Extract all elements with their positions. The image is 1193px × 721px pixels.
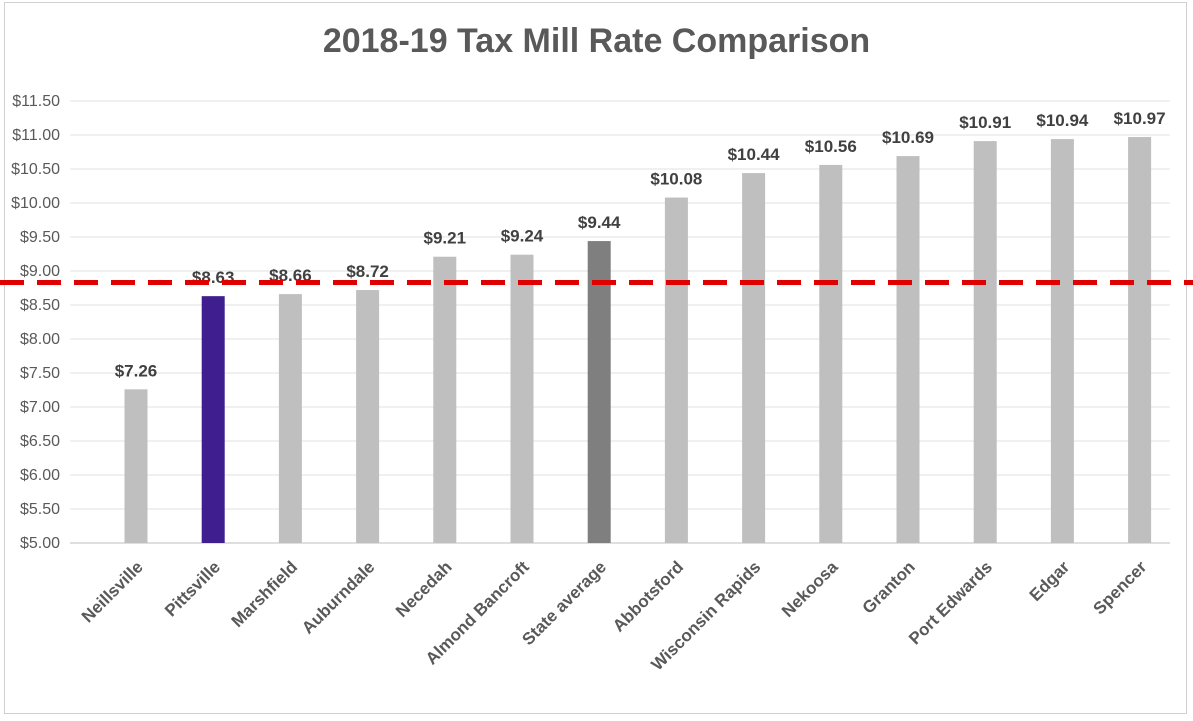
y-tick-label: $9.50 (20, 229, 60, 246)
x-category-label: Neillsville (78, 557, 147, 626)
data-label: $9.44 (578, 213, 621, 232)
bar (278, 294, 302, 543)
bar (664, 197, 688, 543)
data-label: $9.24 (501, 227, 544, 246)
data-label: $10.97 (1114, 109, 1166, 128)
x-category-label: Port Edwards (905, 557, 996, 648)
y-tick-label: $6.00 (20, 467, 60, 484)
data-label: $10.08 (650, 170, 702, 189)
data-label: $10.69 (882, 128, 934, 147)
bar (510, 254, 534, 543)
bar (356, 290, 380, 543)
y-tick-label: $8.00 (20, 331, 60, 348)
data-label: $8.72 (346, 262, 389, 281)
y-axis-ticks: $5.00 $5.50 $6.00 $6.50 $7.00 $7.50 $8.00 $8.50… (11, 93, 60, 552)
gridlines (70, 100, 1170, 544)
x-category-label: Pittsville (161, 557, 224, 620)
y-tick-label: $6.50 (20, 433, 60, 450)
bar (201, 296, 225, 543)
x-category-label: Edgar (1026, 557, 1074, 605)
data-label: $7.26 (115, 361, 158, 380)
chart-title: 2018-19 Tax Mill Rate Comparison (322, 22, 871, 60)
bar (819, 164, 843, 544)
bar (973, 141, 997, 543)
data-label: $9.21 (424, 229, 467, 248)
data-label: $10.94 (1036, 111, 1089, 130)
data-label: $10.44 (728, 145, 781, 164)
data-label: $10.91 (959, 113, 1011, 132)
bar (1128, 137, 1152, 544)
y-tick-label: $7.50 (20, 365, 60, 382)
y-tick-label: $11.00 (12, 127, 60, 144)
bar (587, 241, 611, 543)
bar (1050, 139, 1074, 543)
y-tick-label: $10.00 (11, 195, 60, 212)
x-category-label: Marshfield (228, 557, 302, 631)
y-tick-label: $10.50 (11, 161, 60, 178)
x-axis-labels: Neillsville Pittsville MarshfieldAuburndal… (78, 557, 1151, 674)
x-category-label: Necedah (392, 557, 456, 621)
x-category-label: Nekoosa (778, 557, 842, 621)
y-tick-label: $5.00 (20, 535, 60, 552)
bar (896, 156, 920, 543)
data-label: $10.56 (805, 137, 857, 156)
y-tick-label: $11.50 (12, 93, 60, 110)
bars (124, 137, 1152, 544)
y-tick-label: $9.00 (20, 263, 60, 280)
bar (742, 173, 766, 543)
x-category-label: Auburndale (298, 557, 378, 637)
x-category-label: Spencer (1090, 557, 1151, 618)
y-tick-label: $5.50 (20, 501, 60, 518)
y-tick-label: $8.50 (20, 297, 60, 314)
x-category-label: Granton (859, 557, 919, 617)
data-labels: $7.26$8.63 $8.66 $8.72$9.21 $9.24$9.44$10.0… (115, 109, 1166, 380)
y-tick-label: $7.00 (20, 399, 60, 416)
x-category-label: Abbotsford (609, 557, 687, 635)
bar (433, 256, 457, 543)
bar (124, 389, 148, 543)
